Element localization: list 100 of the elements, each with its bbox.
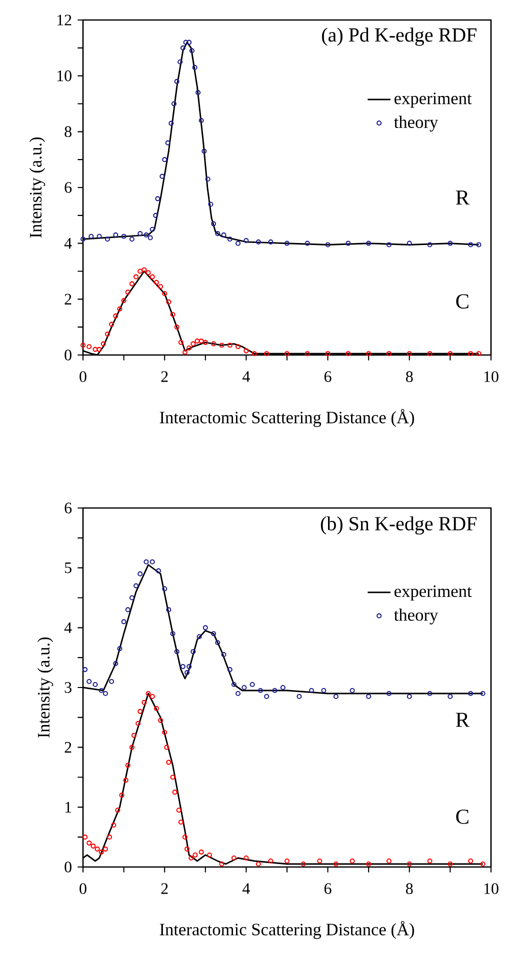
point <box>468 858 474 864</box>
point <box>190 649 196 654</box>
point <box>150 694 155 700</box>
point <box>80 342 86 348</box>
point <box>144 559 149 564</box>
point <box>86 678 92 684</box>
point <box>166 760 172 765</box>
x-tick-label: 8 <box>406 883 413 894</box>
point <box>219 342 224 348</box>
point <box>102 846 108 852</box>
point <box>268 858 274 864</box>
point <box>427 858 432 864</box>
point <box>406 240 412 246</box>
point <box>256 861 261 867</box>
point <box>92 346 98 352</box>
point <box>304 240 310 246</box>
point <box>190 341 196 346</box>
x-tick-label: 10 <box>484 883 498 894</box>
point <box>198 850 204 855</box>
point <box>182 350 188 355</box>
point <box>165 140 170 146</box>
x-tick-label: 10 <box>484 371 498 382</box>
point <box>104 332 110 337</box>
x-axis-title: Interactomic Scattering Distance (Å) <box>160 409 414 427</box>
point <box>236 690 241 696</box>
x-tick-label: 0 <box>80 371 86 382</box>
point <box>150 274 155 280</box>
legend-label: experiment <box>394 585 472 601</box>
point <box>211 221 216 226</box>
point <box>284 858 290 864</box>
point <box>92 682 98 688</box>
point <box>304 351 310 356</box>
point <box>174 324 180 330</box>
point <box>111 822 116 828</box>
point <box>121 234 126 239</box>
point <box>164 744 170 750</box>
y-tick-label: 6 <box>64 182 72 193</box>
point <box>170 312 176 318</box>
point <box>215 231 220 236</box>
y-tick-label: 3 <box>64 682 72 693</box>
point <box>448 861 453 867</box>
point <box>186 664 192 670</box>
point <box>138 571 143 576</box>
point <box>406 351 412 356</box>
point <box>308 688 314 694</box>
point <box>121 619 126 624</box>
point <box>100 341 106 346</box>
point <box>148 235 153 240</box>
point <box>386 242 392 248</box>
point <box>333 694 338 700</box>
point <box>427 351 432 356</box>
point <box>94 846 100 852</box>
point <box>406 861 412 867</box>
point <box>129 744 134 750</box>
point <box>346 240 351 246</box>
point <box>231 682 236 688</box>
point <box>198 118 204 124</box>
point <box>386 690 392 696</box>
point <box>82 667 88 672</box>
point <box>96 234 102 239</box>
point <box>102 690 108 696</box>
y-axis-title: Intensity (a.u.) <box>37 637 54 738</box>
point <box>284 240 290 246</box>
x-tick-label: 8 <box>406 371 413 382</box>
point <box>174 649 180 654</box>
point <box>194 338 200 344</box>
point <box>90 844 96 849</box>
point <box>227 236 232 242</box>
point <box>154 280 159 285</box>
point <box>346 351 351 356</box>
point <box>170 631 176 636</box>
point <box>242 684 247 690</box>
point <box>109 678 114 684</box>
point <box>142 700 147 705</box>
point <box>202 148 207 154</box>
point <box>184 846 190 852</box>
y-tick-label: 12 <box>57 14 72 26</box>
x-tick-label: 2 <box>161 371 168 382</box>
point <box>476 242 482 248</box>
point <box>350 688 355 694</box>
x-tick-label: 6 <box>324 371 332 382</box>
point <box>109 322 114 327</box>
y-tick-label: 0 <box>64 862 72 872</box>
point <box>211 631 216 636</box>
point <box>236 344 241 350</box>
point <box>129 281 134 286</box>
point <box>386 351 392 356</box>
point <box>468 351 474 356</box>
point <box>144 232 149 238</box>
legend-label: experiment <box>394 92 472 108</box>
y-tick-label: 10 <box>57 70 72 82</box>
point <box>202 340 208 345</box>
point <box>180 45 186 50</box>
point <box>88 234 94 239</box>
point <box>134 274 139 280</box>
point <box>321 688 326 694</box>
point <box>244 855 249 861</box>
point <box>86 840 92 846</box>
point <box>125 762 130 768</box>
point <box>333 861 338 867</box>
